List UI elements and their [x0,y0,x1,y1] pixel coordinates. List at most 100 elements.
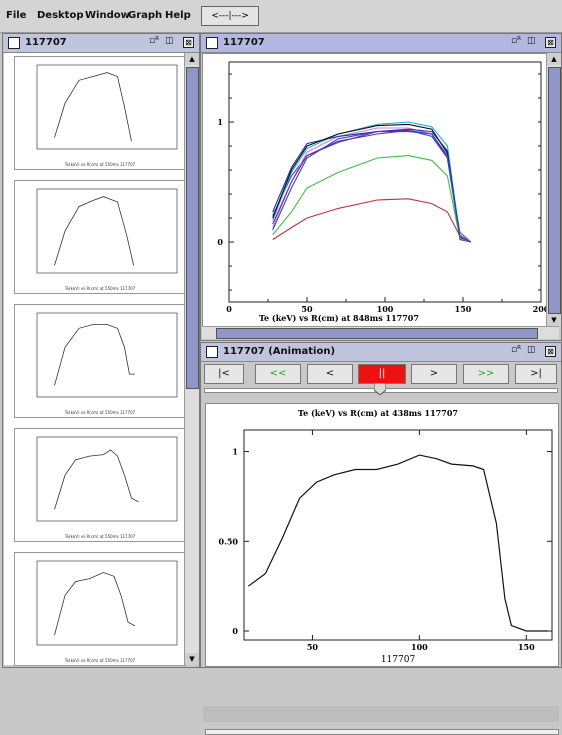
plot-frame [228,61,542,303]
x-tick-label: 150 [455,304,472,314]
animation-window-title: 117707 (Animation) [223,346,336,357]
thumbnail-chart-svg [36,312,178,398]
thumbnail-caption: Te(keV) vs R(cm) at 550ms 117707 [64,534,136,539]
window-icon [206,346,218,358]
menu-desktop[interactable]: Desktop [37,10,84,21]
restore-icon[interactable]: ▫ᴿ [511,345,522,355]
x-tick-label: 0 [226,304,232,314]
scroll-down-icon[interactable]: ▼ [185,653,199,665]
maximize-icon[interactable]: ◫ [527,36,536,46]
thumbnail-window: 117707 ▫ᴿ ◫ ⊠ Te(keV) vs R(cm) at 550ms … [2,33,200,668]
series-line [272,123,472,243]
x-tick-label: 50 [301,304,313,314]
plot-frame [36,188,178,274]
close-icon[interactable]: ⊠ [545,37,556,48]
thumbnail-plot-1[interactable]: Te(keV) vs R(cm) at 550ms 117707 [14,56,186,170]
main-plot-area: 0 50 100 150 200 0 1 Te (keV) vs R(cm) at 848ms… [202,53,550,327]
main-hscrollbar[interactable] [202,326,559,339]
series-line [272,131,472,243]
series-line [272,155,471,243]
x-tick-label: 200 [533,304,546,314]
rewind-button[interactable]: << [255,364,301,384]
menu-graph[interactable]: Graph [128,10,163,21]
y-tick-label: 0 [217,237,223,247]
toolbar-slider-button[interactable]: <---|---> [201,6,259,26]
main-window-titlebar[interactable]: 117707 ▫ᴿ ◫ ⊠ [201,34,561,53]
thumbnail-window-title: 117707 [25,37,67,48]
thumbnail-window-titlebar[interactable]: 117707 ▫ᴿ ◫ ⊠ [3,34,199,53]
series-line [54,324,135,386]
thumbnail-list: Te(keV) vs R(cm) at 550ms 117707 Te(keV)… [4,53,186,666]
menu-window[interactable]: Window [85,10,130,21]
scrollbar-thumb[interactable] [186,67,199,389]
scroll-up-icon[interactable]: ▲ [547,53,561,65]
fast-forward-button[interactable]: >> [463,364,509,384]
y-tick-label: 1 [217,117,223,127]
thumbnail-plot-2[interactable]: Te(keV) vs R(cm) at 550ms 117707 [14,180,186,294]
maximize-icon[interactable]: ◫ [527,345,536,355]
scrollbar-thumb[interactable] [216,328,538,339]
thumbnail-plot-3[interactable]: Te(keV) vs R(cm) at 550ms 117707 [14,304,186,418]
menu-file[interactable]: File [6,10,27,21]
main-window-title: 117707 [223,37,265,48]
close-icon[interactable]: ⊠ [545,346,556,357]
main-chart-svg: 0 50 100 150 200 0 1 Te (keV) vs R(cm) at 848ms… [217,61,550,323]
thumbnail-chart-svg [36,64,178,150]
plot-frame [36,436,178,522]
menu-bar: File Desktop Window Graph Help <---|---> [0,0,562,33]
pause-button[interactable]: || [358,364,406,384]
thumbnail-chart-svg [36,560,178,646]
thumbnail-caption: Te(keV) vs R(cm) at 550ms 117707 [64,658,136,663]
frame-slider-track[interactable] [205,729,559,735]
x-tick-label: 100 [411,642,428,652]
plot-frame [36,312,178,398]
restore-icon[interactable]: ▫ᴿ [511,36,522,46]
thumbnail-plot-5[interactable]: Te(keV) vs R(cm) at 550ms 117707 [14,552,186,666]
close-icon[interactable]: ⊠ [183,37,194,48]
plot-frame [36,560,178,646]
step-forward-button[interactable]: > [411,364,457,384]
main-vscrollbar[interactable]: ▲ ▼ [546,53,561,326]
series-line [54,449,139,510]
series-line [272,198,472,243]
window-icon [206,37,218,49]
slider-track-bg [203,706,559,722]
restore-icon[interactable]: ▫ᴿ [149,36,160,46]
animation-chart-title: Te (keV) vs R(cm) at 438ms 117707 [298,408,458,418]
scroll-down-icon[interactable]: ▼ [547,314,561,326]
first-frame-button[interactable]: |< [204,364,244,384]
step-back-button[interactable]: < [307,364,353,384]
y-tick-label: 0.50 [219,536,239,546]
frame-slider-thumb[interactable] [373,382,387,396]
animation-window-titlebar[interactable]: 117707 (Animation) ▫ᴿ ◫ ⊠ [201,343,561,362]
menu-help[interactable]: Help [165,10,191,21]
thumbnail-chart-svg [36,436,178,522]
window-icon [8,37,20,49]
thumbnail-chart-svg [36,188,178,274]
series-line [54,196,134,266]
series-line [54,572,136,636]
plot-frame [243,429,553,641]
thumbnail-plot-4[interactable]: Te(keV) vs R(cm) at 550ms 117707 [14,428,186,542]
series-line [54,72,132,142]
y-tick-label: 0 [232,626,238,636]
thumbnail-caption: Te(keV) vs R(cm) at 550ms 117707 [64,286,136,291]
thumbnail-caption: Te(keV) vs R(cm) at 550ms 117707 [64,410,136,415]
x-tick-label: 50 [307,642,319,652]
thumbnail-scrollbar[interactable]: ▲ ▼ [184,53,199,665]
main-chart-caption: Te (keV) vs R(cm) at 848ms 117707 [259,313,419,323]
animation-plot-area: Te (keV) vs R(cm) at 438ms 117707 50 100 15… [205,403,559,667]
series-line [272,127,472,243]
series-line [272,121,472,243]
x-tick-label: 100 [377,304,394,314]
scrollbar-thumb[interactable] [548,67,561,314]
last-frame-button[interactable]: >| [515,364,557,384]
maximize-icon[interactable]: ◫ [165,36,174,46]
main-plot-window: 117707 ▫ᴿ ◫ ⊠ 0 50 100 150 200 0 1 Te (keV) vs … [200,33,562,341]
scroll-up-icon[interactable]: ▲ [185,53,199,65]
x-tick-label: 150 [518,642,535,652]
animation-chart-svg: Te (keV) vs R(cm) at 438ms 117707 50 100 15… [219,408,553,665]
thumbnail-caption: Te(keV) vs R(cm) at 550ms 117707 [64,162,136,167]
series-line [247,454,548,632]
animation-chart-footer: 117707 [381,655,416,665]
